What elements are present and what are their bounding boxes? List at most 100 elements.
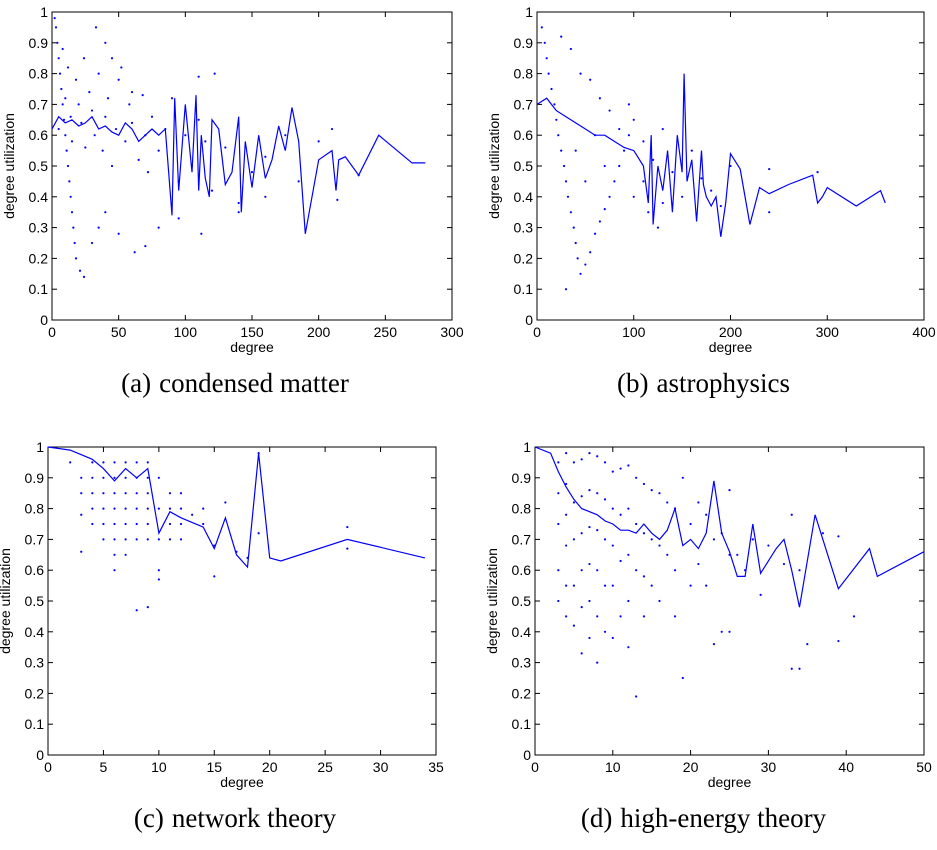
caption-b: (b) astrophysics: [470, 368, 937, 399]
scatter-point: [806, 643, 809, 646]
scatter-point: [681, 195, 684, 198]
scatter-point: [603, 630, 607, 633]
scatter-point: [642, 615, 646, 618]
scatter-point: [91, 522, 94, 526]
scatter-point: [137, 158, 140, 161]
scatter-point: [68, 180, 71, 183]
y-tick-label: 0.4: [25, 624, 45, 640]
scatter-point: [124, 522, 127, 526]
y-tick-label: 0.4: [512, 624, 532, 640]
scatter-point: [550, 87, 553, 91]
scatter-point: [584, 180, 587, 183]
x-tick-label: 25: [317, 759, 333, 775]
scatter-point: [596, 615, 599, 618]
scatter-point: [572, 584, 575, 587]
scatter-point: [102, 507, 105, 510]
scatter-point: [618, 127, 621, 131]
scatter-point: [124, 140, 127, 143]
scatter-point: [618, 164, 621, 168]
scatter-point: [588, 452, 591, 455]
scatter-point: [82, 57, 86, 60]
y-tick-label: 0.3: [29, 220, 49, 236]
scatter-point: [596, 492, 599, 495]
chart-svg-d: 0 10 20 30 40 50 0 0.1 0.2 0.3 0.4 0.5 0.6 0.7 0.8 0.9 1…: [484, 439, 932, 790]
scatter-point: [689, 584, 692, 587]
scatter-point: [816, 171, 819, 174]
scatter-point: [250, 171, 254, 174]
scatter-point: [90, 241, 94, 245]
y-tick-label: 0.9: [512, 470, 532, 486]
caption-label: (c): [133, 803, 164, 833]
scatter-point: [237, 211, 240, 214]
y-tick-label: 1: [525, 4, 533, 20]
scatter-point: [197, 75, 200, 78]
scatter-point: [74, 78, 78, 81]
x-tick-label: 5: [100, 759, 108, 775]
scatter-point: [642, 180, 645, 183]
scatter-point: [572, 461, 575, 464]
scatter-point: [759, 593, 762, 596]
scatter-point: [619, 513, 622, 516]
scatter-point: [580, 606, 583, 609]
scatter-point: [596, 529, 599, 532]
scatter-point: [57, 57, 60, 60]
scatter-point: [689, 522, 692, 526]
scatter-point: [101, 149, 104, 152]
scatter-point: [565, 513, 568, 516]
scatter-point: [635, 569, 638, 572]
scatter-point: [94, 26, 98, 29]
scatter-point: [700, 177, 703, 180]
scatter-point: [78, 269, 82, 272]
scatter-point: [562, 164, 566, 168]
y-tick-label: 0.1: [25, 716, 45, 732]
scatter-point: [768, 167, 771, 171]
scatter-point: [70, 140, 74, 143]
y-axis-label: degree utilization: [484, 548, 500, 654]
y-tick-label: 0.6: [514, 127, 534, 143]
x-axis-label: degree: [709, 339, 753, 355]
scatter-point: [177, 217, 180, 220]
scatter-point: [580, 569, 583, 572]
scatter-point: [627, 553, 630, 556]
scatter-point: [543, 41, 546, 44]
y-tick-label: 0.8: [512, 501, 532, 517]
scatter-point: [84, 146, 87, 149]
y-tick-label: 0.2: [25, 685, 45, 701]
y-tick-label: 0.8: [25, 501, 45, 517]
scatter-point: [635, 522, 638, 526]
y-tick-label: 0.9: [25, 470, 45, 486]
scatter-point: [566, 195, 570, 198]
scatter-point: [565, 452, 568, 455]
scatter-point: [64, 134, 67, 137]
scatter-point: [117, 232, 120, 235]
scatter-point: [572, 624, 575, 627]
scatter-point: [157, 578, 160, 581]
scatter-point: [658, 599, 661, 603]
scatter-point: [120, 66, 123, 69]
y-axis-label: degree utilization: [0, 548, 13, 654]
x-tick-label: 50: [916, 759, 932, 775]
x-tick-label: 0: [533, 324, 541, 340]
plot-frame: [534, 446, 925, 756]
scatter-point: [580, 458, 583, 461]
scatter-point: [91, 492, 94, 495]
scatter-point: [56, 41, 59, 44]
scatter-point: [572, 538, 575, 541]
scatter-point: [611, 507, 614, 510]
y-tick-label: 0.6: [512, 562, 532, 578]
scatter-point: [80, 121, 83, 124]
scatter-point: [579, 72, 582, 75]
scatter-point: [588, 562, 591, 566]
scatter-point: [661, 201, 664, 205]
scatter-point: [65, 149, 68, 152]
scatter-point: [720, 630, 723, 633]
scatter-point: [72, 226, 75, 229]
scatter-point: [565, 482, 568, 486]
scatter-point: [104, 41, 107, 44]
caption-text: condensed matter: [159, 368, 349, 398]
scatter-point: [673, 569, 677, 572]
x-tick-label: 20: [683, 759, 699, 775]
scatter-point: [179, 507, 183, 510]
y-tick-label: 0: [523, 747, 531, 763]
scatter-point: [113, 507, 116, 510]
